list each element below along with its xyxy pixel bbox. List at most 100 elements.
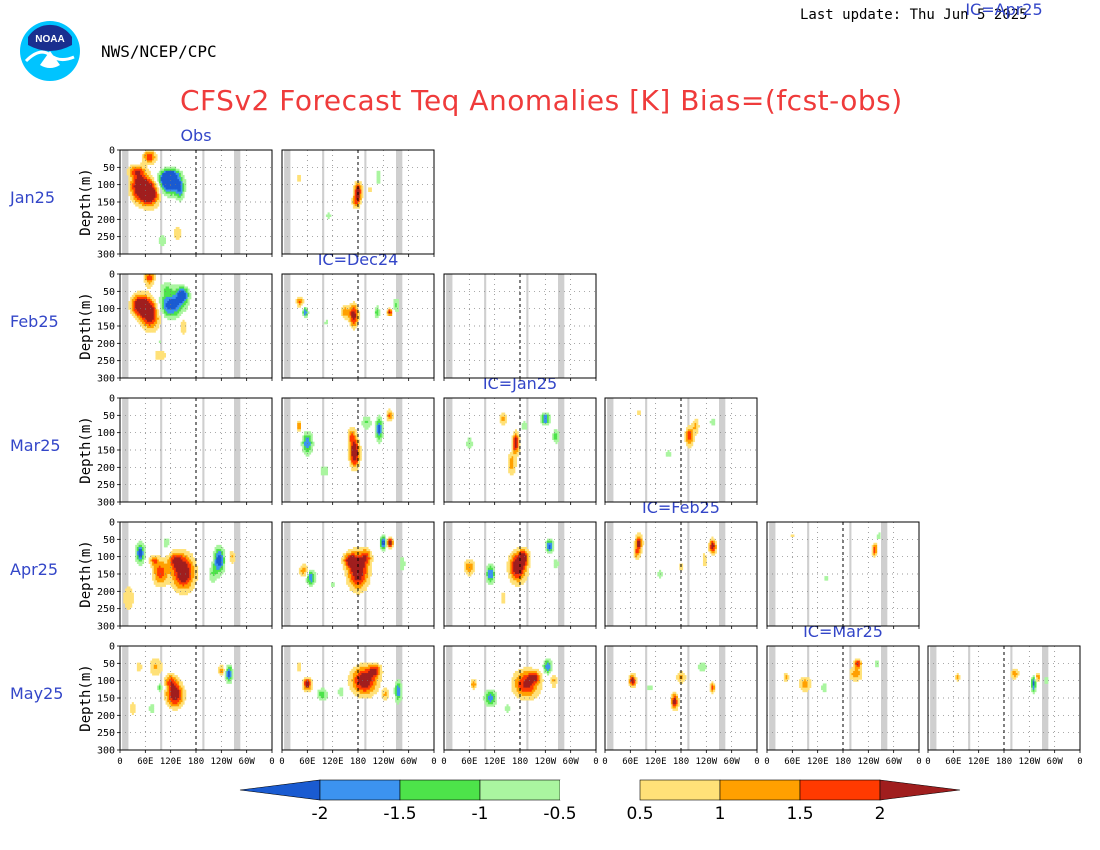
anomaly-cell <box>135 166 138 170</box>
anomaly-cell <box>177 553 180 556</box>
anomaly-cell <box>352 191 356 195</box>
anomaly-cell <box>162 561 165 564</box>
anomaly-cell <box>163 584 166 587</box>
anomaly-cell <box>133 193 136 197</box>
anomaly-cell <box>356 447 359 451</box>
anomaly-cell <box>361 549 364 552</box>
anomaly-cell <box>131 307 134 310</box>
anomaly-cell <box>138 195 141 199</box>
anomaly-cell <box>361 670 364 674</box>
anomaly-cell <box>704 559 707 562</box>
anomaly-cell <box>388 410 391 413</box>
anomaly-cell <box>354 197 357 201</box>
anomaly-cell <box>374 681 377 684</box>
anomaly-cell <box>182 303 185 306</box>
anomaly-cell <box>344 571 347 575</box>
anomaly-cell <box>184 185 187 188</box>
anomaly-cell <box>153 156 156 159</box>
anomaly-cell <box>513 439 516 443</box>
anomaly-cell <box>162 350 165 354</box>
anomaly-cell <box>177 313 180 316</box>
anomaly-cell <box>152 204 155 207</box>
anomaly-cell <box>547 551 550 554</box>
anomaly-cell <box>361 420 364 424</box>
anomaly-cell <box>184 576 187 579</box>
anomaly-cell <box>217 553 221 556</box>
anomaly-cell <box>158 668 161 672</box>
anomaly-cell <box>356 323 359 327</box>
anomaly-cell <box>704 557 707 560</box>
anomaly-cell <box>309 574 312 577</box>
x-tick-label: 60W <box>239 757 256 767</box>
anomaly-cell <box>147 162 150 165</box>
anomaly-cell <box>640 538 643 542</box>
anomaly-cell <box>354 445 357 449</box>
anomaly-cell <box>547 414 550 418</box>
anomaly-cell <box>511 557 514 560</box>
anomaly-cell <box>172 195 175 199</box>
anomaly-cell <box>179 187 182 190</box>
anomaly-cell <box>312 569 315 573</box>
anomaly-cell <box>356 191 359 195</box>
anomaly-cell <box>172 296 175 300</box>
anomaly-cell <box>128 607 131 610</box>
anomaly-cell <box>511 437 514 440</box>
anomaly-cell <box>130 590 133 594</box>
anomaly-cell <box>364 571 367 575</box>
anomaly-cell <box>381 427 384 430</box>
anomaly-cell <box>506 565 509 569</box>
anomaly-cell <box>126 588 129 592</box>
anomaly-cell <box>358 447 361 451</box>
anomaly-cell <box>141 158 145 161</box>
anomaly-cell <box>140 195 143 199</box>
anomaly-cell <box>374 689 377 693</box>
anomaly-cell <box>138 170 141 174</box>
anomaly-cell <box>170 687 173 691</box>
anomaly-cell <box>231 559 234 562</box>
anomaly-cell <box>657 571 660 575</box>
anomaly-cell <box>141 174 145 178</box>
anomaly-cell <box>344 561 347 564</box>
anomaly-cell <box>681 567 684 571</box>
anomaly-cell <box>147 208 150 211</box>
anomaly-cell <box>686 431 689 434</box>
anomaly-cell <box>359 586 362 589</box>
anomaly-cell <box>158 559 161 562</box>
anomaly-cell <box>358 569 361 573</box>
anomaly-cell <box>300 303 303 306</box>
anomaly-cell <box>141 559 145 562</box>
anomaly-cell <box>167 185 170 188</box>
anomaly-cell <box>216 555 219 558</box>
anomaly-cell <box>135 191 138 195</box>
anomaly-cell <box>135 301 138 304</box>
anomaly-cell <box>356 197 359 201</box>
anomaly-cell <box>145 170 148 174</box>
anomaly-cell <box>172 185 175 188</box>
anomaly-cell <box>508 559 511 562</box>
anomaly-cell <box>356 559 359 562</box>
anomaly-cell <box>395 700 398 703</box>
anomaly-cell <box>175 695 178 699</box>
anomaly-cell <box>141 189 145 192</box>
anomaly-cell <box>153 206 156 209</box>
anomaly-cell <box>303 565 307 569</box>
anomaly-cell <box>508 567 511 571</box>
anomaly-cell <box>175 303 178 306</box>
anomaly-cell <box>158 584 161 587</box>
anomaly-cell <box>143 166 146 170</box>
anomaly-cell <box>310 683 313 686</box>
anomaly-cell <box>165 286 168 289</box>
anomaly-cell <box>155 311 158 314</box>
anomaly-cell <box>189 559 192 562</box>
anomaly-cell <box>302 437 305 440</box>
anomaly-cell <box>385 542 388 546</box>
anomaly-cell <box>229 670 232 674</box>
anomaly-cell <box>145 298 148 302</box>
anomaly-cell <box>711 542 714 546</box>
anomaly-cell <box>516 447 519 451</box>
anomaly-cell <box>130 303 133 306</box>
anomaly-cell <box>310 443 313 447</box>
anomaly-cell <box>143 276 146 279</box>
anomaly-cell <box>349 305 352 308</box>
anomaly-cell <box>135 189 138 192</box>
